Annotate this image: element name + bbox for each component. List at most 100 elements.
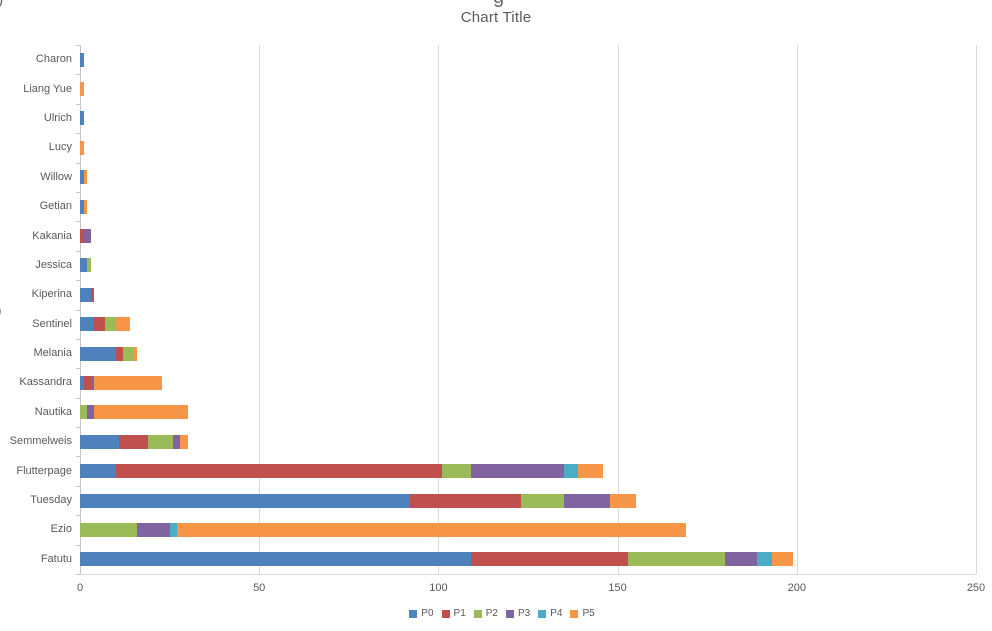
bar-segment-p0[interactable] (80, 287, 91, 302)
bar-segment-p5[interactable] (83, 170, 88, 185)
category-label: Ezio (50, 523, 72, 536)
bar-segment-p0[interactable] (80, 375, 84, 390)
bar-segment-p2[interactable] (87, 258, 91, 273)
bar-segment-p5[interactable] (83, 199, 88, 214)
bar-segment-p5[interactable] (115, 317, 131, 332)
bar-segment-p2[interactable] (123, 346, 134, 361)
bar-segment-p3[interactable] (173, 434, 181, 449)
bar-segment-p3[interactable] (563, 493, 611, 508)
bar-segment-p2[interactable] (520, 493, 564, 508)
bar-segment-p2[interactable] (80, 522, 138, 537)
bar-segment-p2[interactable] (80, 405, 88, 420)
bar-segment-p1[interactable] (115, 346, 123, 361)
category-label: Liang Yue (23, 82, 72, 95)
bar-segment-p3[interactable] (87, 405, 95, 420)
bar-segment-p1[interactable] (80, 229, 84, 244)
bar-segment-p1[interactable] (115, 464, 442, 479)
value-axis-tick-label: 50 (253, 582, 266, 594)
cropped-text-fragment-left-edge: 0 (0, 304, 1, 319)
legend: P0 P1 P2 P3 P4 P5 (0, 608, 992, 619)
category-axis-line (80, 45, 81, 574)
bar-segment-p0[interactable] (80, 170, 84, 185)
bar-segment-p0[interactable] (80, 434, 120, 449)
bar-segment-p0[interactable] (80, 111, 84, 126)
category-label: Charon (35, 53, 72, 66)
gridline (976, 45, 977, 574)
category-axis-tick (76, 191, 80, 193)
bar-segment-p4[interactable] (757, 552, 772, 567)
bar-segment-p4[interactable] (169, 522, 177, 537)
category-axis-tick (76, 544, 80, 546)
gridline (438, 45, 440, 574)
legend-item-p5[interactable]: P5 (570, 608, 595, 619)
bar-segment-p1[interactable] (90, 287, 95, 302)
bar-segment-p3[interactable] (90, 375, 95, 390)
legend-label: P0 (421, 608, 434, 619)
legend-label: P2 (485, 608, 498, 619)
bar-segment-p3[interactable] (470, 464, 564, 479)
chart-title: Chart Title (460, 9, 532, 26)
category-axis-tick (76, 397, 80, 399)
bar-segment-p1[interactable] (83, 375, 91, 390)
category-label: Tuesday (30, 494, 72, 507)
legend-label: P3 (518, 608, 531, 619)
legend-item-p4[interactable]: P4 (538, 608, 562, 619)
category-axis-tick (76, 280, 80, 282)
category-axis-tick (76, 427, 80, 429)
bar-segment-p5[interactable] (610, 493, 636, 508)
bar-segment-p1[interactable] (470, 552, 629, 567)
bar-segment-p5[interactable] (578, 464, 604, 479)
bar-segment-p4[interactable] (563, 464, 579, 479)
category-label: Kiperina (31, 288, 72, 301)
category-axis-tick (76, 45, 80, 46)
category-label: Sentinel (32, 317, 72, 330)
bar-segment-p5[interactable] (176, 522, 686, 537)
bar-segment-p2[interactable] (148, 434, 174, 449)
category-axis-tick (76, 103, 80, 105)
legend-item-p0[interactable]: P0 (409, 608, 434, 619)
bar-segment-p5[interactable] (771, 552, 794, 567)
value-axis-tick-label: 200 (787, 582, 806, 594)
bar-segment-p5[interactable] (80, 140, 84, 155)
bar-segment-p5[interactable] (94, 405, 188, 420)
category-label: Nautika (34, 405, 72, 418)
category-axis-tick (76, 133, 80, 135)
bar-segment-p2[interactable] (628, 552, 726, 567)
legend-marker-icon (473, 609, 482, 618)
bar-segment-p5[interactable] (94, 375, 163, 390)
bar-segment-p0[interactable] (80, 493, 410, 508)
category-label: Getian (39, 200, 72, 213)
category-axis-tick (76, 338, 80, 340)
legend-item-p2[interactable]: P2 (473, 608, 498, 619)
bar-segment-p1[interactable] (409, 493, 521, 508)
bar-segment-p0[interactable] (80, 199, 84, 214)
legend-marker-icon (441, 609, 450, 618)
bar-segment-p2[interactable] (441, 464, 471, 479)
bar-segment-p0[interactable] (80, 552, 471, 567)
bar-segment-p5[interactable] (80, 82, 84, 97)
bar-segment-p2[interactable] (105, 317, 116, 332)
bar-segment-p3[interactable] (137, 522, 170, 537)
bar-segment-p5[interactable] (133, 346, 138, 361)
bar-segment-p3[interactable] (83, 229, 91, 244)
category-label: Lucy (48, 141, 72, 154)
value-axis-tick-label: 0 (76, 582, 84, 594)
bar-segment-p1[interactable] (94, 317, 106, 332)
legend-item-p1[interactable]: P1 (441, 608, 466, 619)
category-axis-tick (76, 221, 80, 223)
bar-segment-p3[interactable] (725, 552, 758, 567)
bar-segment-p0[interactable] (80, 464, 116, 479)
bar-segment-p0[interactable] (80, 52, 84, 67)
bar-segment-p0[interactable] (80, 317, 95, 332)
bar-segment-p0[interactable] (80, 346, 116, 361)
category-axis-tick (76, 485, 80, 487)
bar-segment-p0[interactable] (80, 258, 88, 273)
cropped-text-fragment-top-center: g (493, 0, 504, 9)
legend-label: P4 (550, 608, 563, 619)
value-axis-line (80, 574, 976, 575)
bar-segment-p5[interactable] (180, 434, 188, 449)
bar-segment-p1[interactable] (119, 434, 149, 449)
value-axis-tick-label: 150 (608, 582, 627, 594)
category-label: Fatutu (40, 552, 72, 565)
legend-item-p3[interactable]: P3 (506, 608, 530, 619)
